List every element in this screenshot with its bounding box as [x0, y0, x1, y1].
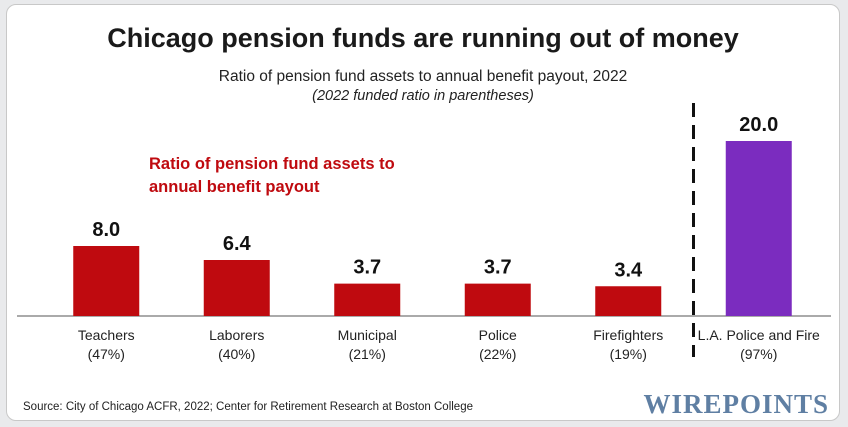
funded-ratio-label: (97%): [740, 346, 777, 362]
value-label: 3.7: [484, 257, 512, 279]
value-label: 3.4: [614, 259, 643, 281]
category-label: Laborers: [209, 327, 264, 343]
chart-subtitle: Ratio of pension fund assets to annual b…: [218, 68, 628, 85]
category-label: Police: [479, 327, 517, 343]
category-label: Teachers: [78, 327, 135, 343]
bar-laborers: [203, 260, 270, 316]
brand-logo: WIREPOINTS: [643, 389, 829, 419]
funded-ratio-label: (21%): [349, 346, 386, 362]
chart-subtitle-note: (2022 funded ratio in parentheses): [312, 88, 534, 104]
chart-card: Chicago pension funds are running out of…: [6, 4, 840, 421]
funded-ratio-label: (19%): [610, 346, 647, 362]
funded-ratio-label: (22%): [479, 346, 516, 362]
category-label: L.A. Police and Fire: [698, 327, 820, 343]
bar-municipal: [334, 283, 401, 316]
annotation-line-2: annual benefit payout: [149, 178, 320, 196]
category-label: Firefighters: [593, 327, 663, 343]
bar-police: [464, 283, 531, 316]
bar-l-a-police-and-fire: [725, 141, 792, 316]
category-label: Municipal: [338, 327, 397, 343]
funded-ratio-label: (47%): [88, 346, 125, 362]
chart-title: Chicago pension funds are running out of…: [107, 23, 739, 53]
bar-teachers: [73, 246, 140, 316]
value-label: 3.7: [353, 257, 381, 279]
bar-chart: 8.0 Teachers (47%) 6.4 Laborers (40%) 3.7 Munic…: [17, 103, 831, 362]
annotation-line-1: Ratio of pension fund assets to: [149, 155, 395, 173]
value-label: 8.0: [92, 219, 120, 241]
value-label: 20.0: [739, 114, 778, 136]
chart-annotation: Ratio of pension fund assets to annual b…: [149, 153, 449, 199]
value-label: 6.4: [223, 233, 252, 255]
bar-firefighters: [595, 286, 662, 316]
source-note: Source: City of Chicago ACFR, 2022; Cent…: [23, 401, 473, 413]
funded-ratio-label: (40%): [218, 346, 255, 362]
